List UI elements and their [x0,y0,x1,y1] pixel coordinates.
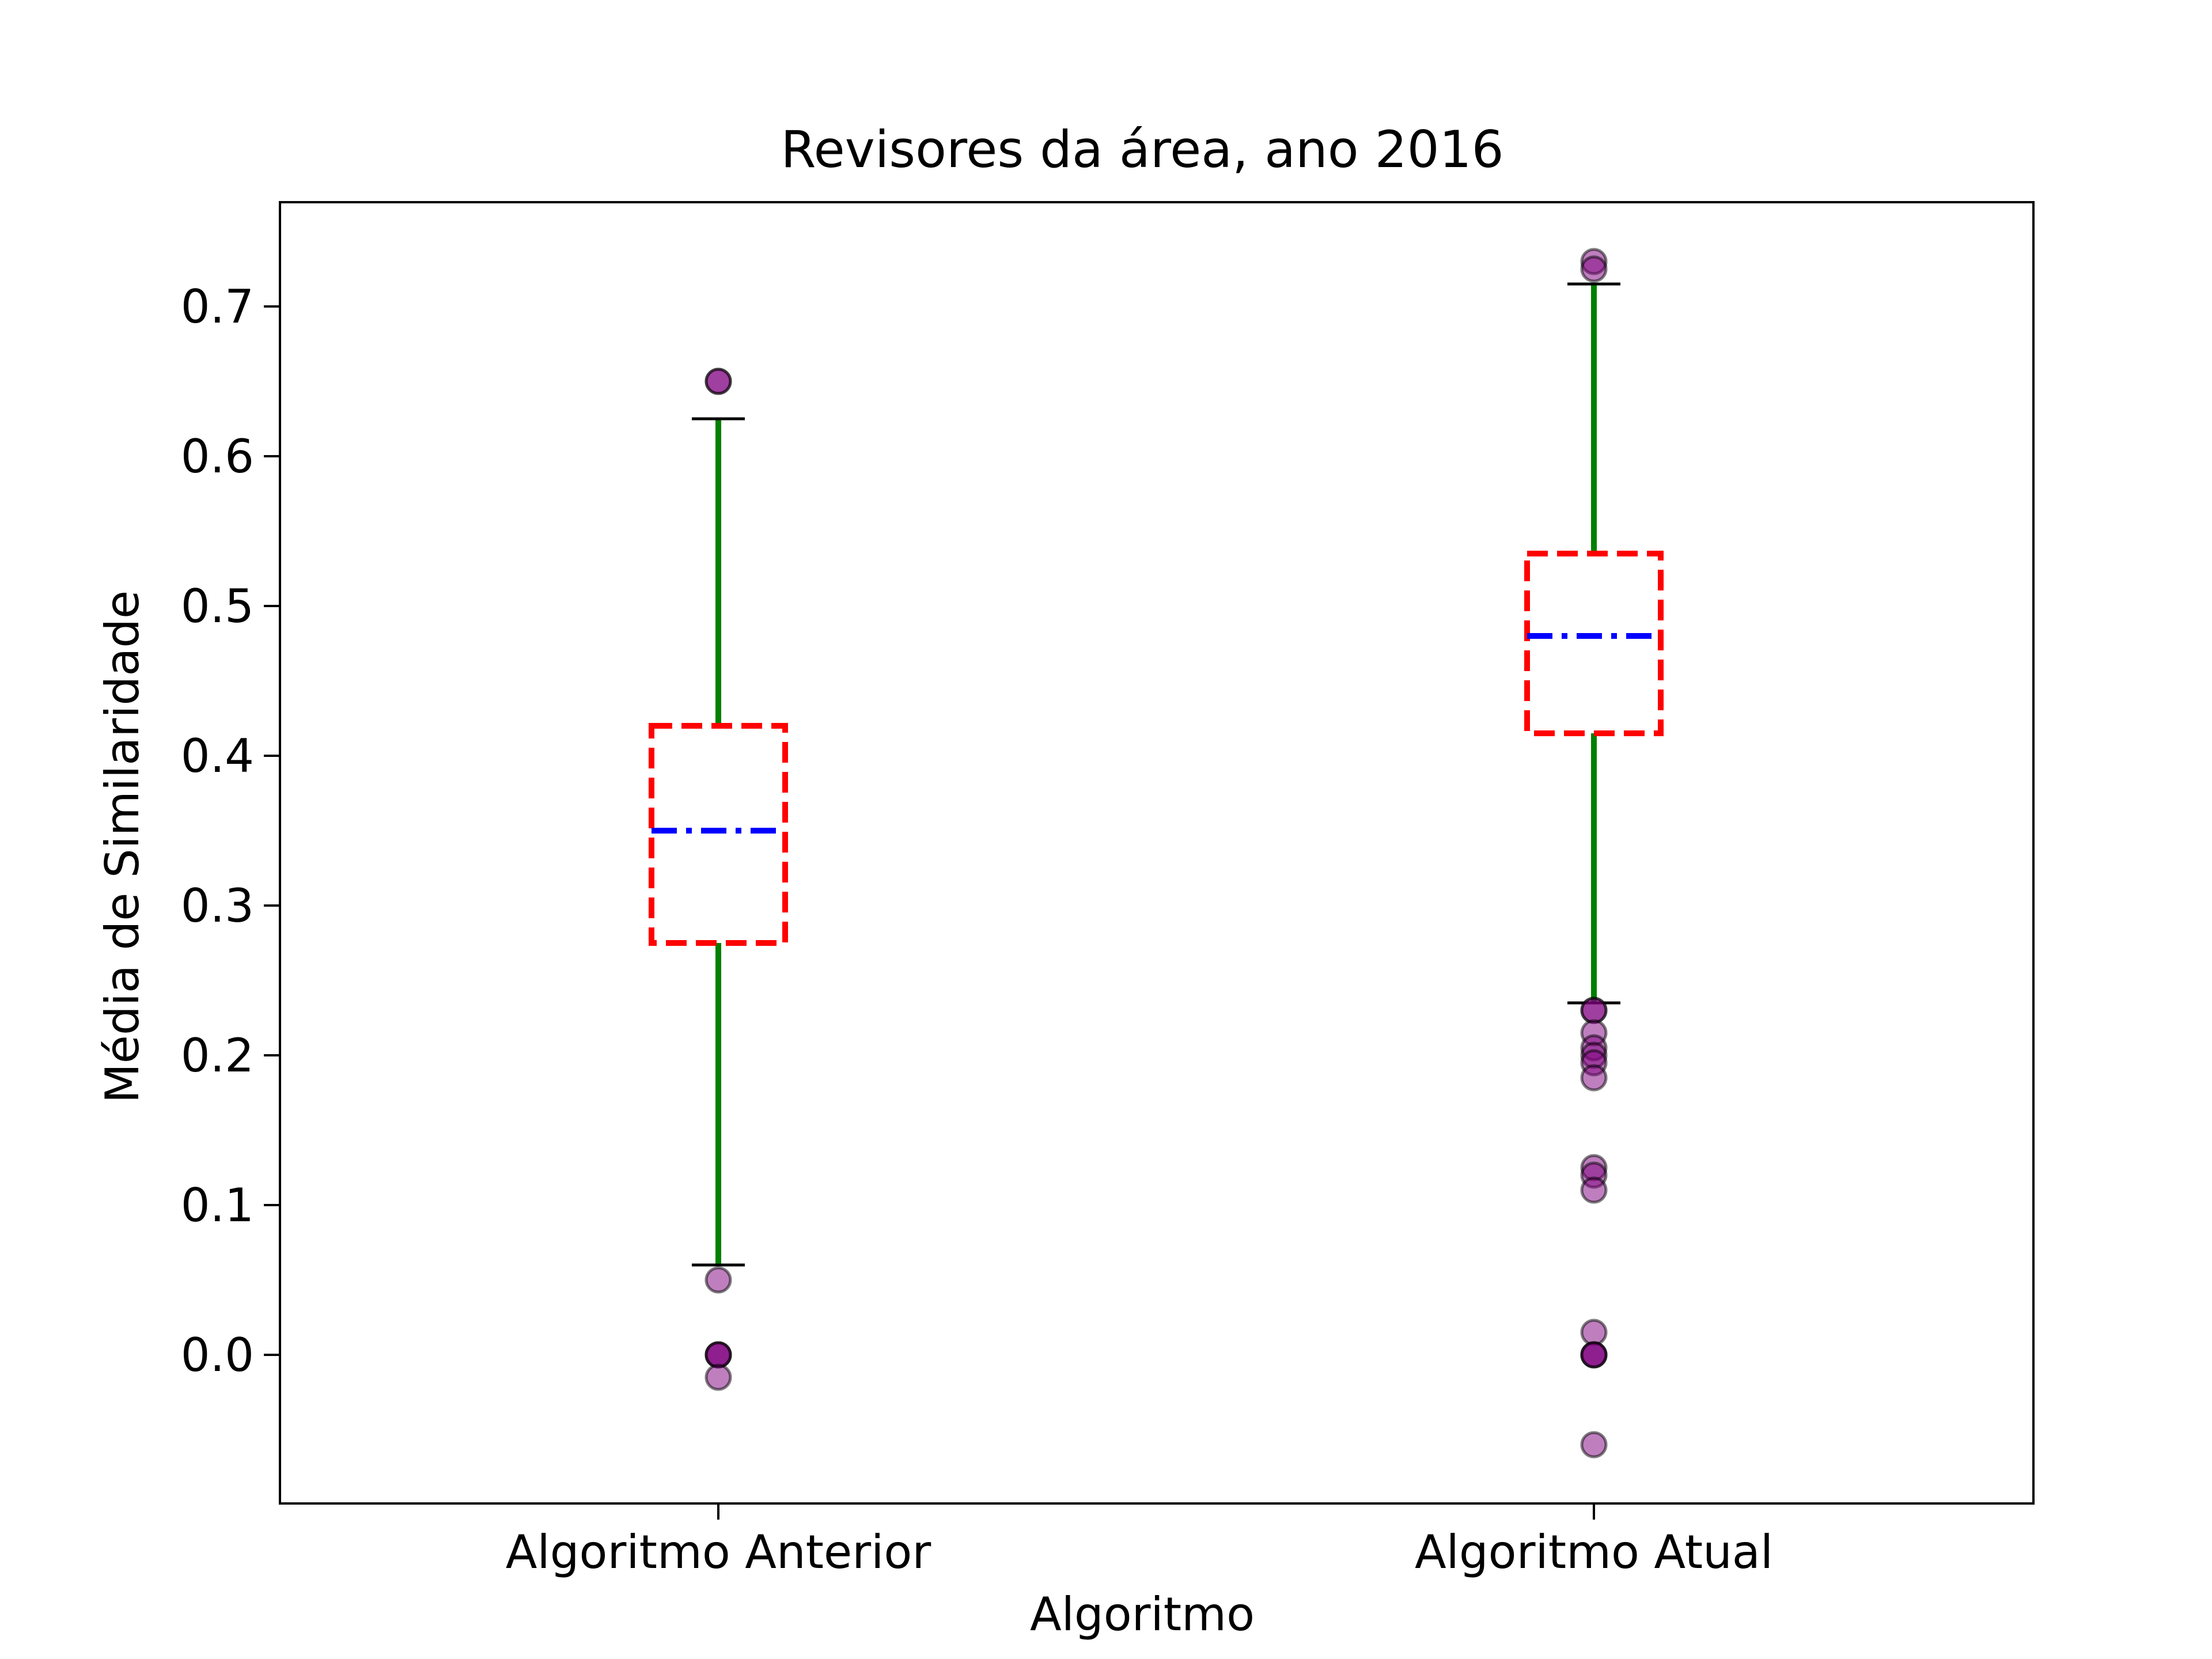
plot-frame [279,201,2035,1505]
outlier-point [1580,1341,1608,1369]
y-tick-label: 0.3 [181,879,254,933]
x-tick-label: Algoritmo Anterior [506,1525,931,1579]
outlier-point [1580,1064,1608,1092]
outlier-point [704,368,732,395]
y-tick-label: 0.2 [181,1029,254,1082]
y-tick-label: 0.1 [181,1179,254,1232]
box [1524,551,1664,736]
outlier-point [1580,997,1608,1024]
box [649,723,788,946]
y-tick-label: 0.4 [181,729,254,783]
x-axis-label: Algoritmo [1030,1588,1255,1641]
y-axis-label: Média de Similaridade [96,590,149,1103]
outlier-point [1580,255,1608,283]
outlier-point [1580,1431,1608,1459]
y-tick-label: 0.0 [181,1328,254,1382]
y-tick-label: 0.6 [181,430,254,483]
outlier-point [704,1363,732,1391]
y-tick-label: 0.5 [181,579,254,633]
chart-title: Revisores da área, ano 2016 [781,120,1503,179]
outlier-point [1580,1176,1608,1204]
x-tick-label: Algoritmo Atual [1415,1525,1773,1579]
outlier-point [704,1341,732,1369]
outlier-point [1580,1319,1608,1346]
plot-area: 0.0 0.1 0.2 0.3 0.4 0.5 0.6 0.7 Algoritmo Anteri… [181,201,2035,1579]
y-tick-label: 0.7 [181,280,254,334]
outlier-point [704,1266,732,1294]
